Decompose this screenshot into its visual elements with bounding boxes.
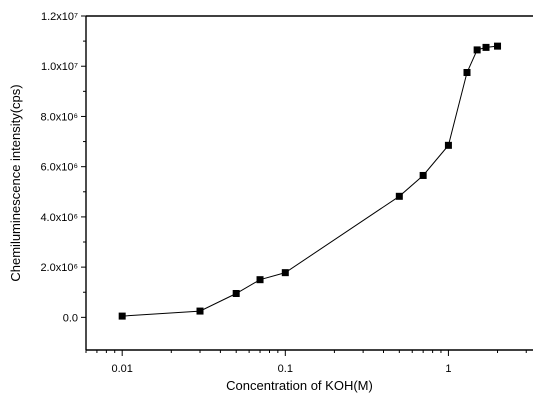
y-tick-label: 4.0x10⁶: [40, 212, 78, 224]
data-point: [463, 69, 471, 77]
y-tick-label: 0.0: [63, 312, 78, 324]
y-axis-label: Chemiluminescence intensity(cps): [8, 84, 23, 281]
data-point: [395, 192, 403, 200]
y-tick-label: 6.0x10⁶: [40, 162, 78, 174]
data-point: [256, 276, 264, 284]
axes-frame: [85, 15, 533, 351]
data-point: [419, 171, 427, 179]
y-ticks: 0.0 2.0x10⁶ 4.0x10⁶ 6.0x10⁶ 8.0x10⁶ 1.0x10⁷ 1.…: [40, 11, 86, 324]
data-point: [118, 312, 126, 320]
data-point: [494, 42, 502, 50]
data-point: [232, 289, 240, 297]
x-tick-label: 1: [445, 363, 451, 375]
data-series: [118, 42, 502, 320]
data-point: [473, 46, 481, 54]
x-tick-label: 0.01: [111, 363, 132, 375]
y-tick-label: 2.0x10⁶: [40, 262, 78, 274]
y-tick-label: 1.2x10⁷: [41, 11, 78, 23]
x-tick-label: 0.1: [278, 363, 293, 375]
series-line: [122, 45, 498, 317]
y-tick-label: 1.0x10⁷: [41, 61, 78, 73]
data-point: [444, 141, 452, 149]
x-ticks: 0.01 0.1 1: [85, 350, 527, 375]
y-tick-label: 8.0x10⁶: [40, 111, 78, 123]
data-point: [482, 43, 490, 51]
data-point: [281, 269, 289, 277]
x-axis-label: Concentration of KOH(M): [226, 378, 373, 393]
data-point: [196, 307, 204, 315]
